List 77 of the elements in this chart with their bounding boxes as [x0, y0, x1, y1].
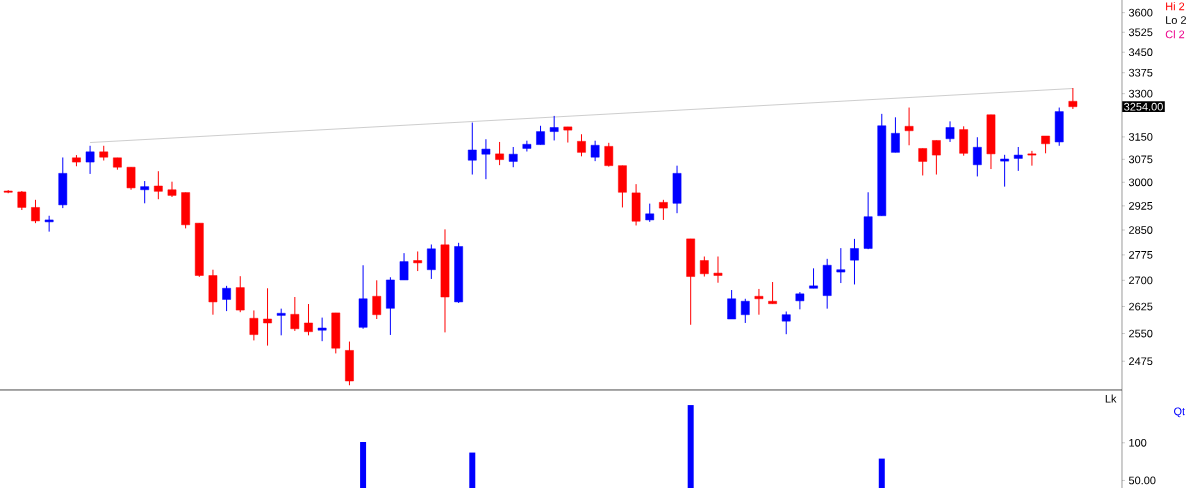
y-tick-label: 3375	[1128, 68, 1153, 77]
y-tick-label: 3300	[1128, 89, 1153, 98]
candlestick	[1068, 87, 1078, 110]
candlestick	[304, 303, 313, 336]
candlestick	[467, 122, 477, 176]
y-tick-label: 3600	[1128, 8, 1153, 17]
y-tick-label: 3075	[1128, 155, 1153, 164]
candlestick	[891, 116, 900, 153]
candlestick	[549, 115, 559, 141]
candlestick	[836, 247, 846, 284]
y-axis-title: Qt	[1174, 407, 1185, 418]
text: Hi 2	[1166, 2, 1185, 11]
candlestick	[290, 296, 300, 332]
candlestick	[781, 311, 791, 335]
candlestick	[399, 252, 409, 281]
candlestick	[372, 279, 382, 320]
candlestick	[153, 170, 163, 200]
candlestick	[222, 285, 231, 312]
candlestick	[932, 139, 941, 176]
candlestick	[645, 203, 655, 223]
candlestick	[85, 145, 95, 175]
candlestick	[577, 133, 586, 157]
candlestick	[795, 291, 805, 310]
candlestick	[904, 107, 914, 146]
candlestick	[590, 140, 600, 162]
candlestick	[508, 146, 518, 168]
candlestick	[740, 298, 750, 324]
candlestick	[713, 256, 723, 284]
candlestick	[768, 281, 777, 305]
candlestick	[317, 317, 327, 342]
candlestick	[263, 287, 272, 347]
text: Lo 2	[1166, 16, 1186, 24]
candlestick	[235, 275, 245, 313]
candlestick	[126, 166, 136, 191]
candlestick	[972, 136, 982, 177]
candlestick	[481, 138, 491, 180]
y-tick-label: 2850	[1129, 226, 1153, 234]
candlestick	[44, 215, 54, 233]
candlestick	[604, 142, 614, 168]
candlestick	[754, 288, 764, 316]
candlestick	[522, 140, 532, 152]
y-tick-label: 3150	[1128, 133, 1153, 141]
candlestick	[17, 190, 27, 211]
candlestick	[959, 125, 969, 157]
candlestick	[536, 125, 545, 146]
candlestick	[850, 238, 859, 285]
candlestick	[1000, 154, 1009, 188]
y-tick-label: 2700	[1129, 276, 1153, 285]
y-tick-label: 50.00	[1128, 476, 1156, 485]
candlestick	[727, 289, 736, 320]
y-tick-label: 3525	[1128, 28, 1153, 37]
candlestick	[426, 243, 436, 280]
y-tick-label: 3450	[1128, 48, 1153, 57]
candlestick	[1027, 150, 1037, 167]
candlestick	[249, 309, 259, 341]
candlestick	[413, 250, 423, 272]
y-tick-label: 2925	[1129, 202, 1153, 210]
y-tick-label: 2775	[1129, 251, 1153, 259]
text: Cl 2	[1165, 30, 1185, 39]
candlestick	[699, 256, 709, 278]
candlestick	[659, 199, 668, 221]
candlestick	[276, 308, 286, 336]
y-tick-label: 2475	[1129, 357, 1153, 366]
candlestick	[918, 147, 928, 176]
text: 3254.00	[1124, 102, 1163, 111]
text: Lk	[1105, 394, 1117, 403]
candlestick	[809, 267, 818, 289]
y-tick-label: 100	[1129, 438, 1147, 447]
y-tick-label: 2550	[1129, 329, 1153, 338]
y-tick-label: 2625	[1129, 302, 1153, 311]
candlestick	[945, 120, 955, 143]
candlestick	[140, 180, 150, 204]
y-tick-label: 3000	[1128, 178, 1153, 187]
candlestick	[31, 199, 40, 224]
candlestick	[167, 181, 177, 198]
candlestick	[495, 141, 504, 166]
candlestick	[1013, 146, 1023, 172]
